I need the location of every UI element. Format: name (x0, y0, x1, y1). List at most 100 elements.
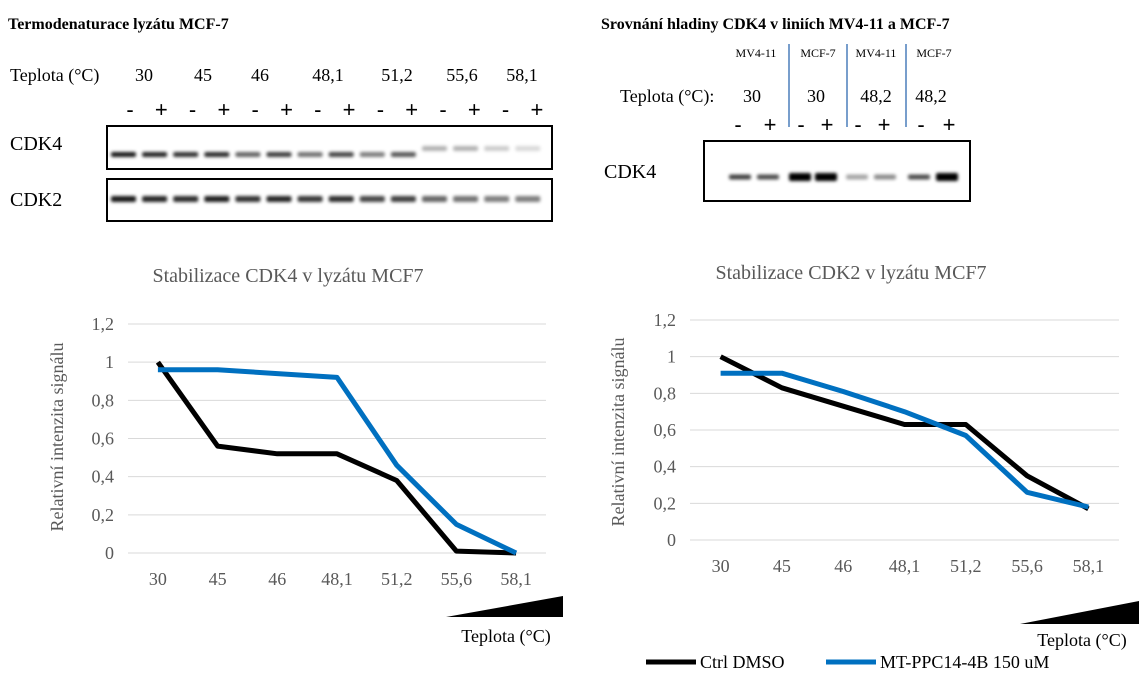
right-cdk4-band-group (729, 173, 958, 181)
plus-sign: + (821, 112, 834, 137)
x-tick-label: 55,6 (1011, 556, 1043, 576)
temp-value: 46 (251, 65, 269, 85)
right-blot-cell-line-labels: MV4-11 MCF-7 MV4-11 MCF-7 (736, 46, 952, 60)
plus-sign: + (764, 112, 777, 137)
legend-label-ctrl: Ctrl DMSO (700, 652, 785, 672)
y-tick-label: 1,2 (92, 314, 115, 334)
left-blot-panel: Termodenaturace lyzátu MCF-7 Teplota (°C… (8, 16, 553, 222)
x-tick-label: 55,6 (441, 569, 473, 589)
y-tick-label: 0,6 (654, 420, 677, 440)
right-blot-panel: Srovnání hladiny CDK4 v liniích MV4-11 a… (601, 16, 971, 202)
temp-value: 55,6 (446, 65, 478, 85)
cdk2-band (484, 196, 510, 202)
plus-sign: + (280, 97, 293, 122)
y-tick-label: 1 (667, 347, 676, 367)
plus-sign: + (530, 97, 543, 122)
cell-line-label: MCF-7 (800, 46, 835, 60)
minus-sign: - (189, 97, 196, 122)
cdk4-band (390, 152, 416, 157)
minus-sign: - (377, 97, 384, 122)
temp-value: 30 (135, 65, 153, 85)
y-tick-labels: 0 0,2 0,4 0,6 0,8 1 1,2 (654, 310, 677, 550)
left-blot-row-label-cdk4: CDK4 (10, 133, 62, 155)
series-line-ctrl-dmso (155, 360, 517, 556)
cdk4-band (142, 152, 168, 157)
cdk2-band (235, 196, 261, 202)
right-blot-sign-row: - + - + - + - + (734, 112, 955, 137)
plus-sign: + (405, 97, 418, 122)
cdk2-band (328, 196, 354, 202)
temp-value: 48,1 (312, 65, 344, 85)
right-blot-temp-values: 30 30 48,2 48,2 (743, 86, 947, 106)
y-tick-label: 0,2 (92, 505, 115, 525)
temp-value: 30 (743, 86, 761, 106)
x-tick-label: 51,2 (381, 569, 413, 589)
cdk2-band (266, 196, 292, 202)
plus-sign: + (217, 97, 230, 122)
plus-sign: + (468, 97, 481, 122)
cell-line-label: MCF-7 (916, 46, 951, 60)
cdk4-band (874, 174, 896, 180)
temp-value: 45 (194, 65, 212, 85)
cdk2-band (422, 196, 447, 202)
y-tick-label: 0,8 (654, 383, 677, 403)
x-tick-labels: 30 45 46 48,1 51,2 55,6 58,1 (149, 569, 532, 589)
minus-sign: - (734, 112, 741, 137)
cell-line-label: MV4-11 (736, 46, 777, 60)
cdk2-band-group (111, 196, 541, 202)
left-blot-sign-row: - + - + - + - + - + - + - + (126, 97, 543, 122)
y-tick-label: 0,2 (654, 493, 677, 513)
y-tick-label: 1 (105, 352, 114, 372)
x-tick-label: 48,1 (889, 556, 921, 576)
x-tick-label: 51,2 (950, 556, 982, 576)
cdk4-band (484, 146, 510, 151)
y-tick-labels: 0 0,2 0,4 0,6 0,8 1 1,2 (92, 314, 115, 563)
cell-line-label: MV4-11 (856, 46, 897, 60)
plus-sign: + (343, 97, 356, 122)
temp-value: 48,2 (860, 86, 892, 106)
x-tick-label: 45 (209, 569, 227, 589)
cdk4-band (111, 152, 136, 157)
minus-sign: - (917, 112, 924, 137)
temperature-gradient-wedge (446, 596, 563, 617)
left-blot-temp-values: 30 45 46 48,1 51,2 55,6 58,1 (135, 65, 538, 85)
chart-title: Stabilizace CDK4 v lyzátu MCF7 (152, 265, 423, 287)
temperature-gradient-wedge (1020, 601, 1139, 624)
cdk2-band (515, 196, 541, 202)
series-lines (719, 354, 1090, 512)
cdk2-band (359, 196, 385, 202)
x-axis-label: Teplota (°C) (461, 626, 550, 647)
chart-gridlines (128, 323, 546, 554)
minus-sign: - (854, 112, 861, 137)
cdk2-band (390, 196, 416, 202)
y-tick-label: 0 (667, 530, 676, 550)
cdk2-band (297, 196, 323, 202)
cdk4-band (297, 152, 323, 157)
chart-title: Stabilizace CDK2 v lyzátu MCF7 (715, 262, 986, 284)
cdk2-band (111, 196, 136, 202)
right-blot-lane-dividers (788, 44, 907, 127)
y-tick-label: 0,8 (92, 390, 115, 410)
y-axis-label: Relativní intenzita signálu (608, 338, 628, 527)
x-tick-label: 58,1 (500, 569, 532, 589)
x-tick-label: 46 (834, 556, 852, 576)
x-tick-label: 45 (773, 556, 791, 576)
x-tick-label: 46 (268, 569, 286, 589)
cdk4-band (266, 152, 292, 157)
cdk4-band (936, 173, 958, 181)
cdk4-band (453, 146, 479, 151)
minus-sign: - (797, 112, 804, 137)
minus-sign: - (502, 97, 509, 122)
x-tick-labels: 30 45 46 48,1 51,2 55,6 58,1 (712, 556, 1104, 576)
cdk4-band (757, 174, 779, 180)
temp-value: 48,2 (915, 86, 947, 106)
cdk2-band (453, 196, 479, 202)
right-cdk4-blot-membrane (703, 140, 971, 202)
temp-value: 51,2 (381, 65, 413, 85)
series-line-mt-ppc14-4b (157, 367, 518, 556)
plus-sign: + (155, 97, 168, 122)
plus-sign: + (943, 112, 956, 137)
cdk2-stabilization-chart: Stabilizace CDK2 v lyzátu MCF7 Relativní… (608, 262, 1139, 672)
x-tick-label: 30 (149, 569, 167, 589)
